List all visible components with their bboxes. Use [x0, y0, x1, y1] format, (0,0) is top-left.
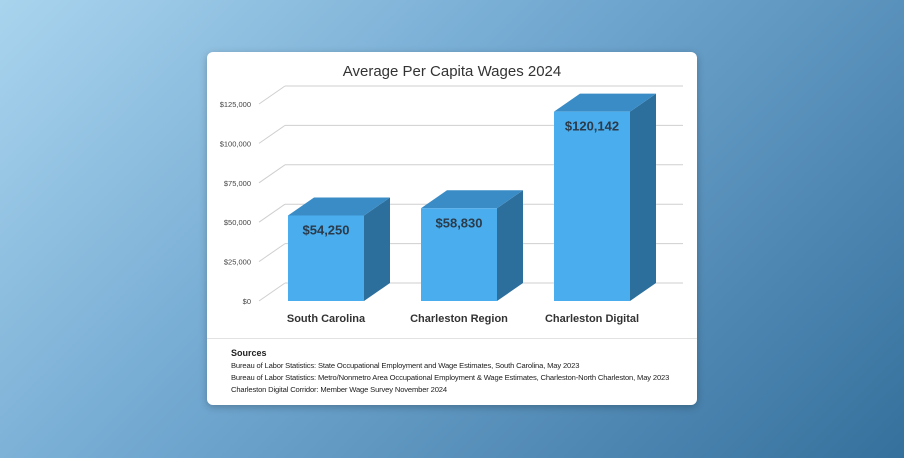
bar-chart: Average Per Capita Wages 2024 $0 $25,000 $…	[220, 63, 683, 325]
bar-side	[497, 190, 523, 301]
y-tick-label: $25,000	[224, 258, 251, 267]
gridline-depth	[258, 85, 286, 105]
y-tick-label: $100,000	[220, 139, 251, 148]
data-label: $58,830	[436, 215, 483, 230]
bar-side	[630, 93, 656, 301]
y-tick-label: $50,000	[224, 218, 251, 227]
sources-section: Sources Bureau of Labor Statistics: Stat…	[231, 348, 687, 396]
y-tick-label: $0	[243, 297, 251, 306]
source-line: Bureau of Labor Statistics: Metro/Nonmet…	[231, 373, 670, 382]
bar-top	[421, 190, 523, 209]
bar-top	[288, 197, 390, 216]
sources-heading: Sources	[231, 348, 267, 358]
bar-top	[554, 93, 656, 112]
bar-side	[364, 197, 390, 301]
bar	[554, 111, 630, 301]
gridline-depth	[258, 203, 286, 223]
y-tick-label: $75,000	[224, 179, 251, 188]
chart-card: Average Per Capita Wages 2024 $0 $25,000 $…	[207, 52, 697, 405]
chart-title: Average Per Capita Wages 2024	[343, 63, 561, 80]
bar	[288, 215, 364, 301]
data-label: $120,142	[565, 119, 619, 134]
bar	[421, 208, 497, 301]
source-line: Bureau of Labor Statistics: State Occupa…	[231, 361, 580, 370]
gridline-depth	[258, 164, 286, 184]
source-line: Charleston Digital Corridor: Member Wage…	[231, 385, 447, 394]
y-tick-label: $125,000	[220, 100, 251, 109]
data-label: $54,250	[303, 223, 350, 238]
gridline-depth	[258, 282, 286, 302]
gridline-depth	[258, 124, 286, 144]
divider	[207, 338, 697, 339]
category-label: Charleston Digital	[545, 313, 639, 325]
gridline-depth	[258, 243, 286, 263]
category-label: Charleston Region	[410, 313, 508, 325]
category-label: South Carolina	[287, 313, 366, 325]
